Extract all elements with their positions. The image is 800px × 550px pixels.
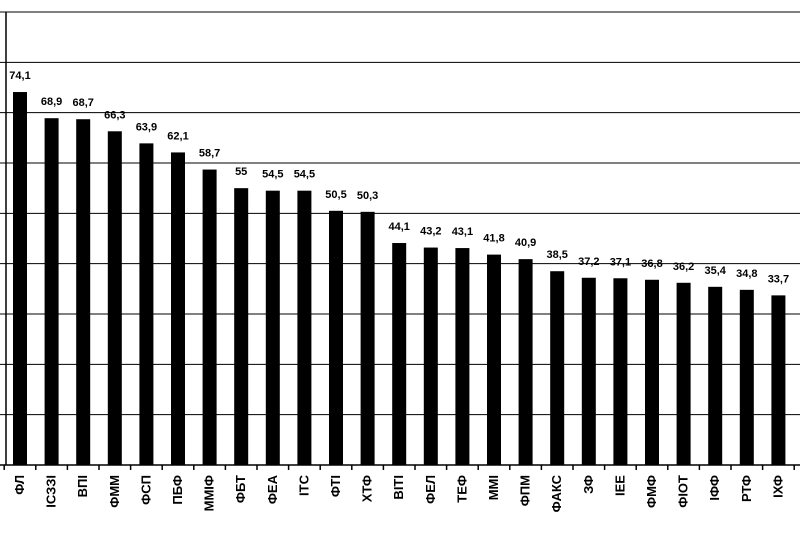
data-label: 40,9: [515, 237, 536, 249]
data-label: 36,8: [641, 258, 662, 270]
bar-ПБФ: [171, 152, 185, 465]
category-label: ІЕЕ: [612, 475, 627, 496]
category-label: ФЛ: [12, 475, 27, 495]
bar-ІЕЕ: [613, 278, 628, 465]
category-label: ФСП: [138, 475, 153, 505]
bar-РТФ: [739, 289, 754, 465]
data-label: 68,9: [41, 96, 62, 108]
data-label: 68,7: [72, 97, 93, 109]
data-label: 58,7: [199, 148, 220, 160]
data-label: 38,5: [546, 249, 567, 261]
category-label: ФБТ: [233, 475, 248, 503]
category-label: ВПІ: [75, 475, 90, 497]
category-label: ПБФ: [170, 475, 185, 505]
bar-ІФФ: [708, 286, 723, 465]
data-label: 50,5: [325, 189, 346, 201]
bar-ВПІ: [76, 119, 91, 466]
category-label: ФПМ: [518, 475, 533, 506]
category-label: ЗФ: [581, 475, 596, 494]
category-label: ММІ: [486, 475, 501, 500]
bar-ФЕЛ: [423, 247, 438, 465]
bar-ІСЗЗІ: [44, 118, 59, 465]
category-label: ФТІ: [328, 475, 343, 497]
data-label: 43,2: [420, 226, 441, 238]
bar-ФЛ: [13, 92, 27, 465]
category-label: ММІФ: [202, 475, 217, 511]
category-label: ТЕФ: [454, 475, 469, 503]
data-label: 54,5: [294, 169, 315, 181]
bar-ФМФ: [645, 279, 659, 465]
bar-ІТС: [297, 190, 312, 465]
bar-ММІФ: [202, 169, 217, 465]
category-label: ІТС: [296, 474, 311, 496]
category-label: ІСЗЗІ: [44, 475, 59, 508]
bar-ВІТІ: [392, 243, 407, 465]
category-label: ФІОТ: [676, 475, 691, 508]
bar-ЗФ: [581, 277, 596, 465]
category-label: ІФФ: [707, 475, 722, 501]
bars: [13, 92, 786, 466]
data-label: 62,1: [167, 130, 188, 142]
category-label: РТФ: [739, 475, 754, 502]
data-label: 55: [235, 166, 247, 178]
data-label: 43,1: [452, 226, 473, 238]
bar-ФАКС: [550, 271, 565, 465]
category-label: ФЕА: [265, 474, 280, 504]
bar-ТЕФ: [455, 248, 470, 465]
category-label: ВІТІ: [391, 475, 406, 500]
category-labels: ФЛ ІСЗЗІ ВПІ ФММ ФСП ПБФ ММІФ ФБТ ФЕА ІТС ФТІ ХТФ ВІ…: [12, 474, 785, 512]
bar-ФБТ: [234, 188, 249, 465]
data-label: 37,1: [610, 256, 631, 268]
category-label: ФММ: [107, 475, 122, 508]
bar-ФТІ: [329, 210, 343, 465]
data-label: 66,3: [104, 109, 125, 121]
data-label: 50,3: [357, 190, 378, 202]
data-label: 35,4: [704, 265, 726, 277]
category-label: ФАКС: [549, 474, 564, 512]
bar-ІХФ: [771, 295, 786, 465]
data-label: 74,1: [9, 70, 30, 82]
bar-ММІ: [487, 254, 501, 465]
data-label: 44,1: [388, 221, 409, 233]
data-label: 33,7: [768, 273, 789, 285]
data-label: 34,8: [736, 268, 757, 280]
data-label: 54,5: [262, 169, 283, 181]
category-label: ФЕЛ: [423, 475, 438, 504]
bar-ФІОТ: [676, 282, 691, 465]
data-label: 37,2: [578, 256, 599, 268]
category-label: ХТФ: [360, 475, 375, 502]
bar-ХТФ: [360, 211, 375, 465]
bar-ФСП: [139, 143, 154, 465]
value-labels: 74,1 68,9 68,7 66,3 63,9 62,1 58,7 55 54,5 54,5 50…: [9, 70, 789, 285]
category-label: ФМФ: [644, 475, 659, 508]
grid-lines: [0, 11, 800, 470]
bar-ФПМ: [518, 259, 533, 465]
bar-ФЕА: [265, 190, 280, 465]
data-label: 41,8: [483, 233, 504, 245]
category-label: ІХФ: [770, 475, 785, 498]
data-label: 63,9: [136, 121, 157, 133]
data-label: 36,2: [673, 261, 694, 273]
bar-ФММ: [107, 131, 122, 466]
